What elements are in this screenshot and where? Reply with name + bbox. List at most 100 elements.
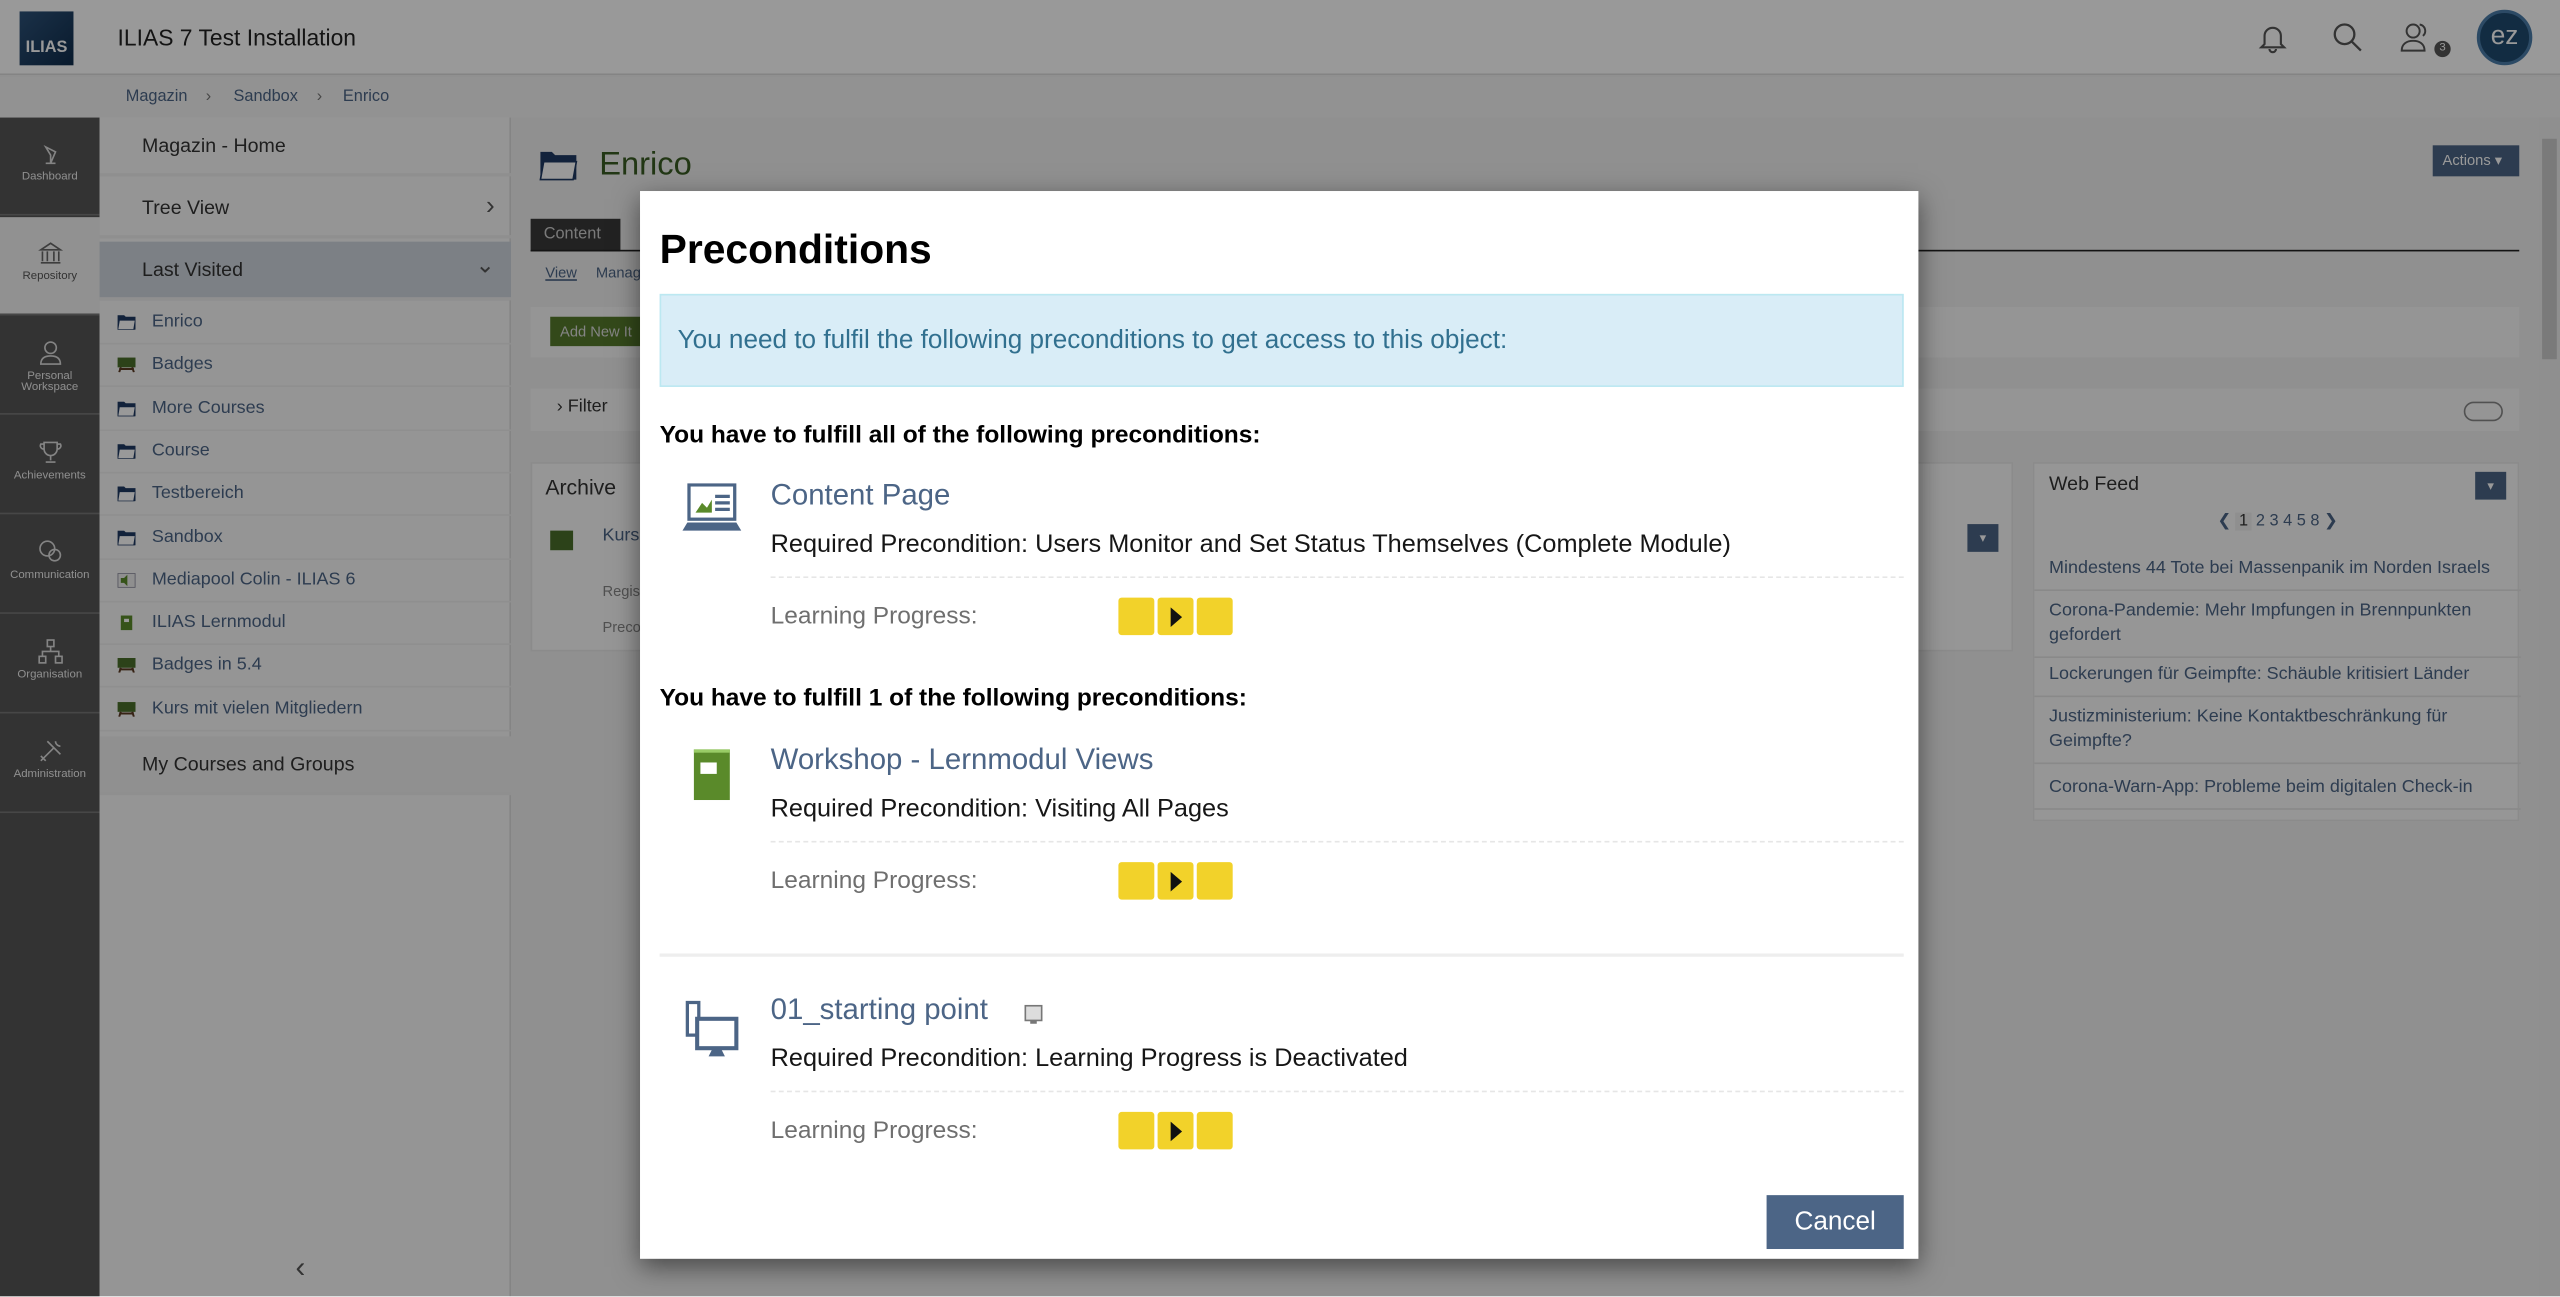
slate-item[interactable]: ILIAS Lernmodul [99,603,512,646]
filter-toggle[interactable]: › Filter [556,396,608,417]
mainbar-item-organisation[interactable]: Organisation [0,616,100,714]
webfeed-item[interactable]: Justizministerium: Keine Kontaktbeschrän… [2034,697,2521,765]
page-link[interactable]: 2 [2255,512,2265,531]
users-icon[interactable] [2398,20,2434,56]
slate: Magazin - Home Tree View › Last Visited ⌄ … [99,117,512,1297]
preconditions-modal: Preconditions You need to fulfil the fol… [640,191,1919,1259]
slate-item[interactable]: Course [99,431,512,474]
scorm-icon [679,998,744,1071]
page-link[interactable]: 1 [2235,512,2252,531]
cancel-button[interactable]: Cancel [1766,1195,1904,1250]
slate-last-visited[interactable]: Last Visited ⌄ [99,241,512,301]
ilias-logo[interactable]: ILIAS [19,11,74,66]
slate-item[interactable]: Testbereich [99,474,512,517]
header: ILIAS ILIAS 7 Test Installation 3 ez [0,0,2560,76]
mainbar-item-administration[interactable]: Administration [0,715,100,814]
section-all-heading: You have to fulfill all of the following… [659,421,1261,449]
chat-icon [38,540,61,562]
slate-my-courses[interactable]: My Courses and Groups [99,736,512,796]
actions-button[interactable]: Actions ▾ [2432,145,2520,177]
learning-progress-in-progress-icon [1118,1111,1233,1150]
next-page-icon[interactable]: ❯ [2324,512,2338,531]
tab-content[interactable]: Content [530,218,621,252]
offline-monitor-icon [1024,1004,1043,1024]
webfeed-item[interactable]: Corona-Pandemie: Mehr Impfungen in Brenn… [2034,591,2521,658]
breadcrumb-item[interactable]: Sandbox [233,88,298,107]
webfeed-item[interactable]: Lockerungen für Geimpfte: Schäuble kriti… [2034,655,2521,698]
webfeed-dropdown[interactable]: ▾ [2475,471,2507,500]
search-icon[interactable] [2330,20,2366,56]
mainbar-item-dashboard[interactable]: Dashboard [0,118,100,216]
mainbar-item-personal-workspace[interactable]: Personal Workspace [0,317,100,415]
add-new-item-button[interactable]: Add New It [550,316,649,347]
avatar[interactable]: ez [2476,9,2533,66]
tools-icon [39,740,61,762]
required-precondition: Required Precondition: Visiting All Page… [770,795,1229,823]
mainbar-item-communication[interactable]: Communication [0,516,100,614]
course-icon [550,530,574,551]
learning-progress: Learning Progress: [771,597,1261,636]
webfeed-item[interactable]: Mindestens 44 Tote bei Massenpanik im No… [2034,549,2521,592]
folder-icon [117,529,136,545]
webfeed-panel: Web Feed ▾ ❮ 1 2 3 4 5 8 ❯ Mindestens 44… [2032,462,2521,822]
page-title: Enrico [599,146,692,183]
slate-tree-view[interactable]: Tree View › [99,180,512,239]
page-link[interactable]: 5 [2296,512,2306,531]
chevron-right-icon: › [486,192,495,221]
breadcrumb: Magazin › Sandbox › Enrico [0,76,2560,118]
folder-icon [539,151,578,181]
precondition-title-link[interactable]: Content Page [770,478,951,512]
filter-switch[interactable] [2463,401,2503,422]
mainbar-item-repository[interactable]: Repository [0,217,100,316]
folder-icon [117,443,136,459]
main-bar: Dashboard Repository Personal Workspace Ach… [0,117,100,1297]
org-icon [37,639,63,664]
breadcrumb-item[interactable]: Magazin [125,88,188,107]
slate-item[interactable]: Mediapool Colin - ILIAS 6 [99,560,512,603]
slate-magazin-home[interactable]: Magazin - Home [99,118,512,177]
required-precondition: Required Precondition: Users Monitor and… [770,530,1731,559]
notification-badge: 3 [2434,40,2451,58]
slate-item[interactable]: Enrico [99,302,512,345]
breadcrumb-item[interactable]: Enrico [342,88,390,107]
content-page-icon [679,483,744,540]
course-icon [117,358,136,373]
chevron-right-icon: › [316,88,323,107]
slate-item[interactable]: Sandbox [99,517,512,560]
divider [659,953,1904,957]
slate-item[interactable]: Badges in 5.4 [99,646,512,689]
learning-progress-in-progress-icon [1118,862,1233,900]
prev-page-icon[interactable]: ❮ [2217,512,2232,531]
precondition-title-link[interactable]: 01_starting point [770,992,988,1026]
slate-item[interactable]: Kurs mit vielen Mitgliedern [99,688,512,731]
subtab-manage[interactable]: Manag [595,264,641,281]
webfeed-item[interactable]: Corona-Warn-App: Probleme beim digitalen… [2034,767,2521,810]
page-link[interactable]: 8 [2310,512,2320,531]
app-title: ILIAS 7 Test Installation [117,24,357,51]
scrollbar[interactable] [2538,117,2560,1297]
collapse-slate-icon[interactable]: ‹ [295,1250,306,1284]
learning-progress-in-progress-icon [1118,597,1233,636]
media-icon [117,572,136,588]
page-link[interactable]: 3 [2269,512,2279,531]
item-actions-dropdown[interactable]: ▾ [1967,524,1999,552]
repository-icon [37,242,63,264]
subtab-view[interactable]: View [545,264,577,281]
page-link[interactable]: 4 [2283,512,2293,531]
learning-progress: Learning Progress: [771,862,1261,900]
folder-icon [117,400,136,416]
bell-icon[interactable] [2255,20,2291,56]
trophy-icon [38,441,61,463]
dashboard-icon [42,144,56,165]
modal-title: Preconditions [659,226,932,273]
webfeed-pagination: ❮ 1 2 3 4 5 8 ❯ [2034,512,2521,531]
precondition-title-link[interactable]: Workshop - Lernmodul Views [770,742,1154,776]
course-icon [117,701,136,717]
learning-progress: Learning Progress: [771,1111,1261,1150]
slate-item[interactable]: More Courses [99,388,512,431]
mainbar-item-achievements[interactable]: Achievements [0,416,100,515]
user-icon [39,341,61,365]
slate-item[interactable]: Badges [99,345,512,388]
learning-module-icon [679,748,744,812]
webfeed-title: Web Feed [2049,471,2140,495]
